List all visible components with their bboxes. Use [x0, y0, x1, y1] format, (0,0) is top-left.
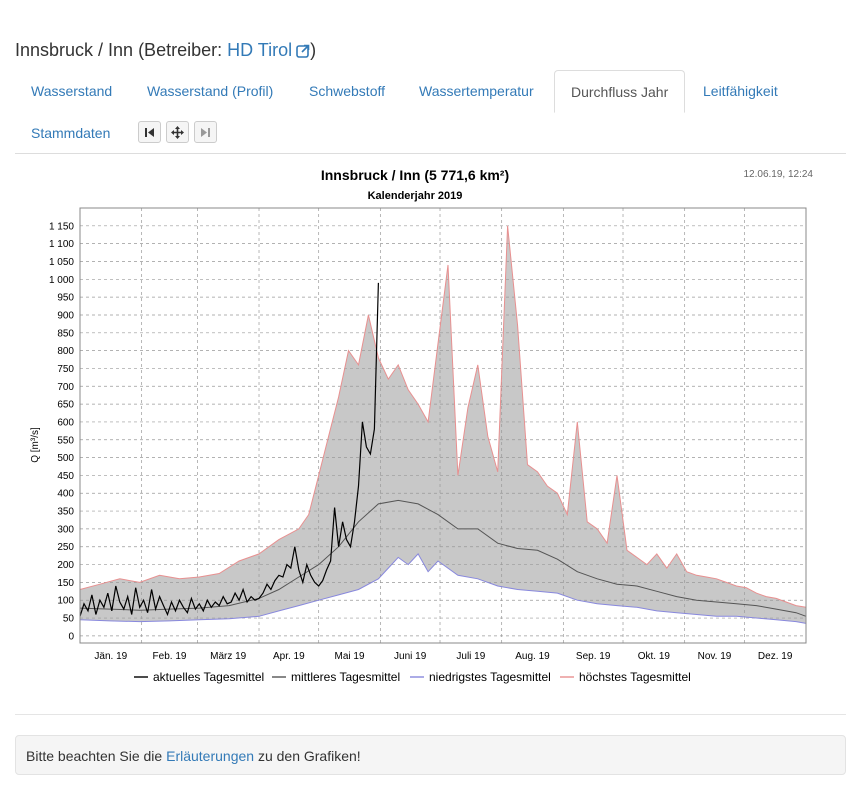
y-tick-label: 50 — [63, 614, 75, 625]
chart-title: Innsbruck / Inn (5 771,6 km²) — [321, 167, 509, 183]
y-tick-label: 450 — [57, 471, 74, 482]
x-tick-label: Apr. 19 — [273, 651, 305, 662]
y-tick-label: 800 — [57, 346, 74, 357]
legend-label-hoechst: höchstes Tagesmittel — [579, 670, 691, 684]
tab-wassertemperatur[interactable]: Wassertemperatur — [419, 83, 534, 99]
series-line-mittel — [79, 499, 807, 617]
chart-timestamp: 12.06.19, 12:24 — [743, 169, 813, 180]
range-band — [80, 225, 806, 624]
x-tick-label: Feb. 19 — [153, 651, 187, 662]
y-tick-label: 650 — [57, 400, 74, 411]
x-tick-label: Jän. 19 — [94, 651, 127, 662]
series-line-niedrig — [79, 553, 807, 624]
x-tick-label: Sep. 19 — [576, 651, 611, 662]
y-tick-label: 1 150 — [49, 221, 74, 232]
x-tick-label: März 19 — [210, 651, 247, 662]
legend-label-aktuell: aktuelles Tagesmittel — [153, 670, 264, 684]
x-tick-label: Okt. 19 — [638, 651, 671, 662]
y-tick-label: 700 — [57, 382, 74, 393]
tab-wasserstand[interactable]: Wasserstand — [31, 83, 113, 99]
y-tick-label: 400 — [57, 489, 74, 500]
y-tick-label: 1 050 — [49, 257, 74, 268]
tab-leitfaehigkeit[interactable]: Leitfähigkeit — [703, 83, 778, 99]
operator-link[interactable]: HD Tirol — [227, 40, 293, 60]
page-title-suffix: ) — [310, 40, 317, 60]
series-line-aktuell — [79, 282, 379, 617]
y-tick-label: 200 — [57, 560, 74, 571]
y-tick-label: 1 000 — [49, 275, 74, 286]
x-tick-label: Dez. 19 — [758, 651, 793, 662]
legend-label-niedrig: niedrigstes Tagesmittel — [429, 670, 551, 684]
tab-durchfluss-jahr[interactable]: Durchfluss Jahr — [554, 70, 686, 113]
tab-schwebstoff[interactable]: Schwebstoff — [309, 83, 386, 99]
step-forward-button[interactable] — [194, 121, 217, 143]
y-tick-label: 250 — [57, 542, 74, 553]
y-tick-label: 1 100 — [49, 239, 74, 250]
x-tick-label: Juni 19 — [394, 651, 427, 662]
y-tick-label: 300 — [57, 524, 74, 535]
page-title-prefix: Innsbruck / Inn (Betreiber: — [15, 40, 228, 60]
page-title: Innsbruck / Inn (Betreiber: HD Tirol) — [15, 40, 316, 63]
notice-suffix: zu den Grafiken! — [254, 748, 361, 764]
move-button[interactable] — [166, 121, 189, 143]
y-tick-label: 0 — [68, 631, 74, 642]
x-tick-label: Juli 19 — [456, 651, 485, 662]
y-tick-label: 500 — [57, 453, 74, 464]
notice-box: Bitte beachten Sie die Erläuterungen zu … — [15, 735, 846, 775]
y-tick-label: 150 — [57, 578, 74, 589]
x-tick-label: Nov. 19 — [698, 651, 732, 662]
notice-prefix: Bitte beachten Sie die — [26, 748, 167, 764]
y-tick-label: 750 — [57, 364, 74, 375]
y-tick-label: 600 — [57, 417, 74, 428]
y-tick-label: 950 — [57, 293, 74, 304]
y-axis-label: Q [m³/s] — [30, 427, 41, 463]
discharge-chart: Innsbruck / Inn (5 771,6 km²) Kalenderja… — [30, 167, 813, 684]
explanations-link[interactable]: Erläuterungen — [166, 748, 255, 764]
divider — [15, 714, 846, 715]
y-tick-label: 100 — [57, 596, 74, 607]
y-tick-label: 850 — [57, 328, 74, 339]
plot-border — [79, 207, 807, 644]
tab-stammdaten[interactable]: Stammdaten — [31, 125, 111, 141]
y-tick-label: 550 — [57, 435, 74, 446]
x-tick-label: Aug. 19 — [515, 651, 550, 662]
chart-container: Innsbruck / Inn (5 771,6 km²) Kalenderja… — [0, 155, 861, 700]
tab-bar: Wasserstand Wasserstand (Profil) Schwebs… — [15, 70, 846, 154]
legend-label-mittel: mittleres Tagesmittel — [291, 670, 400, 684]
y-tick-label: 900 — [57, 310, 74, 321]
external-link-icon[interactable] — [296, 42, 310, 63]
move-icon — [171, 125, 184, 139]
y-tick-label: 350 — [57, 507, 74, 518]
chart-subtitle: Kalenderjahr 2019 — [368, 190, 463, 202]
x-tick-label: Mai 19 — [335, 651, 365, 662]
step-backward-button[interactable] — [138, 121, 161, 143]
series-line-hoechst — [79, 225, 807, 608]
step-forward-icon — [201, 127, 210, 137]
step-backward-icon — [145, 127, 154, 137]
tab-wasserstand-profil[interactable]: Wasserstand (Profil) — [147, 83, 274, 99]
